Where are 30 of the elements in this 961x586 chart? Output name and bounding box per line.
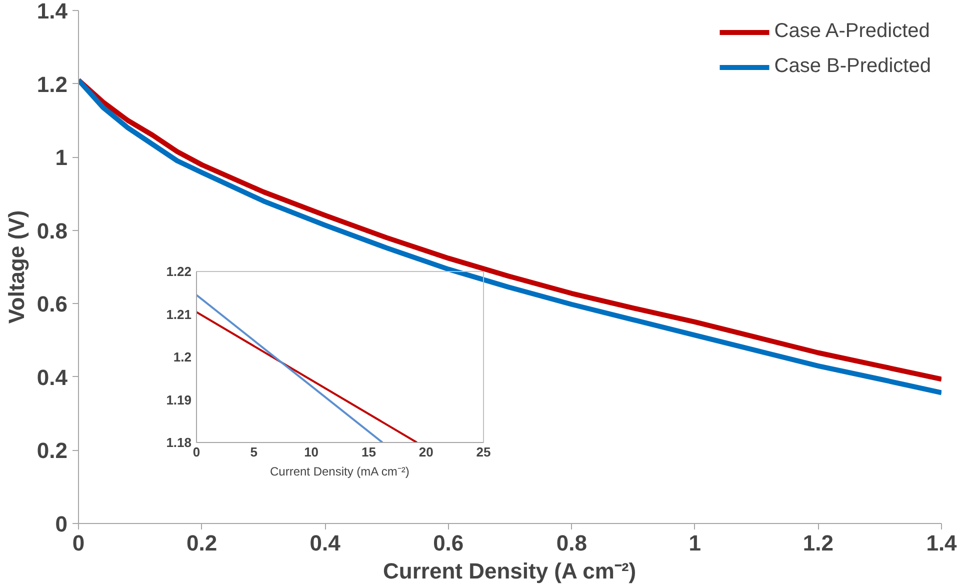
x-tick-label: 0 — [72, 530, 85, 556]
x-tick-label: 15 — [361, 444, 376, 460]
y-tick-label: 0 — [55, 512, 68, 536]
x-tick-label: 0.6 — [433, 530, 464, 556]
y-tick-label: 0.8 — [36, 218, 68, 244]
y-tick-label: 1.19 — [166, 392, 192, 408]
x-axis-title: Current Density (mA cm⁻²) — [270, 464, 410, 478]
x-tick-label: 0.4 — [310, 530, 342, 556]
y-axis-title: Voltage (V) — [4, 210, 29, 324]
y-tick-label: 1.22 — [166, 264, 192, 279]
x-tick-label: 5 — [250, 444, 258, 460]
x-tick-label: 0.2 — [186, 530, 218, 556]
x-tick-label: 1.2 — [802, 530, 834, 556]
x-axis-title: Current Density (A cm⁻²) — [383, 558, 636, 584]
legend-label: Case A-Predicted — [774, 20, 930, 43]
y-tick-label: 1.2 — [36, 72, 68, 97]
x-tick-label: 20 — [418, 444, 434, 460]
x-tick-label: 25 — [476, 444, 491, 460]
y-tick-label: 0.4 — [36, 364, 68, 390]
y-tick-label: 1.4 — [36, 0, 68, 24]
x-tick-label: 1 — [688, 530, 702, 556]
x-tick-label: 10 — [304, 444, 319, 460]
y-tick-label: 1.2 — [173, 350, 192, 364]
y-tick-label: 0.6 — [36, 292, 68, 317]
x-tick-label: 1.4 — [926, 530, 958, 556]
y-tick-label: 1.18 — [166, 435, 192, 450]
y-tick-label: 1.21 — [166, 306, 192, 322]
legend-label: Case B-Predicted — [774, 55, 931, 78]
y-tick-label: 1 — [55, 145, 68, 170]
x-tick-label: 0.8 — [556, 530, 587, 556]
